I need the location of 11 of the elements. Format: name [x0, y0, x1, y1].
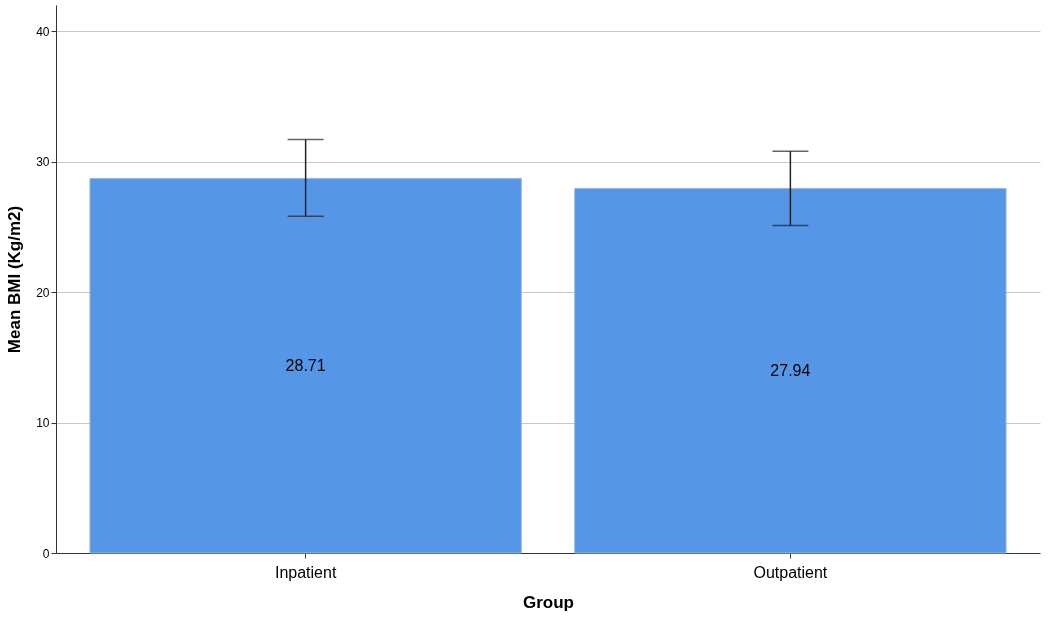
y-tick-label: 40 [36, 24, 50, 39]
y-tick-label: 0 [42, 546, 50, 561]
x-tick-label: Inpatient [274, 563, 337, 581]
data-label: 28.71 [285, 356, 326, 374]
y-tick-label: 30 [36, 155, 50, 170]
x-tick-label: Outpatient [753, 563, 828, 581]
y-tick-label: 20 [36, 285, 50, 300]
data-label: 27.94 [770, 361, 811, 379]
y-tick-label: 10 [36, 416, 50, 431]
y-axis-title: Mean BMI (Kg/m2) [5, 205, 25, 354]
x-axis-title: Group [523, 592, 574, 612]
